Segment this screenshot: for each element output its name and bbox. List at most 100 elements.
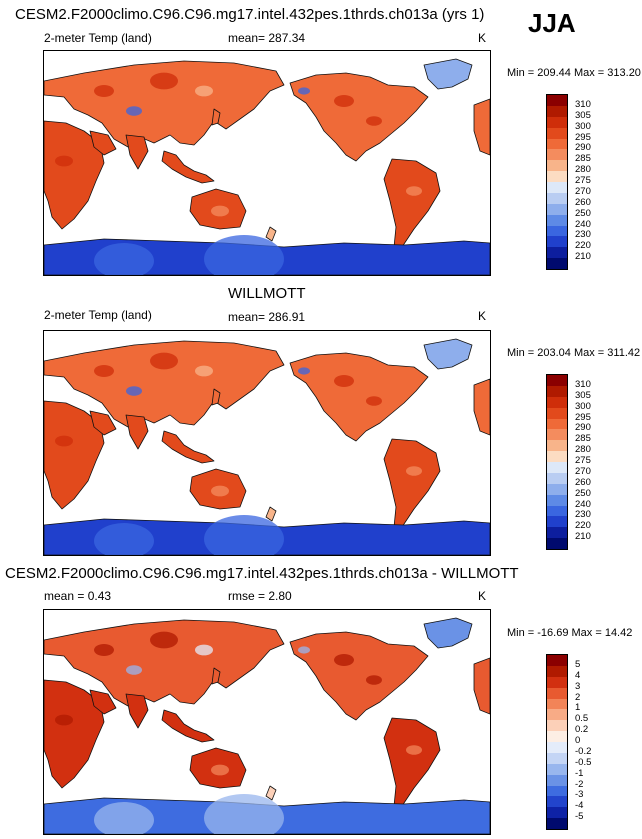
colorbar-level-label: 210 (575, 531, 591, 543)
colorbar-level-label: 300 (575, 120, 591, 132)
colorbar-segment (547, 687, 567, 699)
colorbar-segment (547, 116, 567, 128)
panel1-minmax: Min = 209.44 Max = 313.20 (507, 67, 641, 79)
panel3-colorbar (546, 654, 568, 830)
new-zealand-island (265, 785, 277, 801)
colorbar-level-label: 270 (575, 465, 591, 477)
field-variation-patch (126, 386, 142, 396)
colorbar-level-label: 0.2 (575, 724, 589, 736)
europe-edge-landmass (473, 98, 490, 156)
europe-edge-landmass (473, 378, 490, 436)
colorbar-segment (547, 225, 567, 237)
colorbar-segment (547, 247, 567, 259)
colorbar-segment (547, 385, 567, 397)
field-variation-patch (55, 155, 73, 167)
japan-island (211, 108, 221, 126)
field-variation-patch (94, 802, 154, 834)
colorbar-segment (547, 182, 567, 193)
southeast-asia-islands (161, 430, 215, 464)
north-america-landmass (289, 352, 429, 442)
panel2-units: K (478, 309, 487, 323)
panel1-map-graphic (44, 58, 490, 275)
colorbar-segment (547, 665, 567, 677)
panel3-rmse: rmse = 2.80 (228, 589, 292, 603)
continents-group (44, 338, 490, 555)
field-variation-patch (94, 523, 154, 555)
field-variation-patch (126, 106, 142, 116)
field-variation-patch (150, 72, 178, 90)
field-variation-patch (55, 714, 73, 726)
india-landmass (125, 693, 149, 729)
colorbar-segment (547, 742, 567, 753)
southeast-asia-islands (161, 150, 215, 184)
colorbar-segment (547, 752, 567, 764)
panel2-colorbar (546, 374, 568, 550)
greenland-landmass (423, 617, 473, 649)
colorbar-segment (547, 709, 567, 721)
arabia-landmass (89, 689, 117, 715)
south-america-landmass (383, 158, 441, 248)
field-variation-patch (150, 631, 178, 649)
field-variation-patch (150, 352, 178, 370)
colorbar-level-label: 295 (575, 411, 591, 423)
colorbar-level-label: 230 (575, 229, 591, 241)
colorbar-segment (547, 160, 567, 172)
colorbar-segment (547, 171, 567, 182)
arabia-landmass (89, 130, 117, 156)
field-variation-patch (94, 365, 114, 377)
colorbar-segment (547, 655, 567, 666)
europe-edge-landmass (473, 657, 490, 715)
colorbar-segment (547, 731, 567, 742)
panel2-mean: mean= 286.91 (228, 310, 306, 324)
colorbar-level-label: 4 (575, 669, 581, 681)
india-landmass (125, 134, 149, 170)
field-variation-patch (406, 745, 422, 755)
continents-group (44, 58, 490, 275)
colorbar-level-label: 290 (575, 422, 591, 434)
field-variation-patch (204, 235, 284, 275)
field-variation-patch (204, 794, 284, 834)
colorbar-level-label: -2 (575, 778, 584, 790)
colorbar-level-label: 280 (575, 444, 591, 456)
eurasia-landmass (44, 619, 285, 707)
colorbar-segment (547, 807, 567, 819)
south-america-landmass (383, 717, 441, 807)
field-variation-patch (195, 365, 213, 377)
colorbar-segment (547, 95, 567, 106)
colorbar-level-label: 310 (575, 98, 591, 110)
colorbar-level-label: -0.2 (575, 745, 592, 757)
india-landmass (125, 414, 149, 450)
field-variation-patch (366, 396, 382, 406)
colorbar-level-label: 0 (575, 735, 581, 746)
panel3-units: K (478, 589, 487, 603)
field-variation-patch (94, 243, 154, 275)
panel3-colorbar-labels: 5 4 3 2 1 0.5 0.2 0 -0.2 -0.5 -1 -2 -3 -4 -5 (575, 654, 615, 828)
colorbar-segment (547, 796, 567, 808)
colorbar-segment (547, 429, 567, 441)
colorbar-level-label: 260 (575, 196, 591, 208)
colorbar-segment (547, 494, 567, 506)
africa-landmass (44, 679, 105, 789)
colorbar-level-label: 300 (575, 400, 591, 412)
field-variation-patch (406, 186, 422, 196)
field-variation-patch (126, 665, 142, 675)
north-america-landmass (289, 631, 429, 721)
colorbar-segment (547, 676, 567, 688)
colorbar-level-label: 240 (575, 218, 591, 230)
colorbar-level-label: 285 (575, 433, 591, 445)
colorbar-level-label: -3 (575, 789, 584, 801)
japan-island (211, 388, 221, 406)
colorbar-level-label: 305 (575, 109, 591, 121)
colorbar-level-label: 220 (575, 520, 591, 532)
colorbar-segment (547, 818, 567, 829)
field-variation-patch (366, 675, 382, 685)
colorbar-segment (547, 375, 567, 386)
panel2-minmax: Min = 203.04 Max = 311.42 (507, 347, 641, 359)
arabia-landmass (89, 410, 117, 436)
panel1-variable: 2-meter Temp (land) (44, 31, 152, 45)
field-variation-patch (334, 375, 354, 387)
colorbar-segment (547, 105, 567, 117)
colorbar-segment (547, 192, 567, 204)
colorbar-segment (547, 505, 567, 517)
colorbar-level-label: 1 (575, 702, 581, 714)
